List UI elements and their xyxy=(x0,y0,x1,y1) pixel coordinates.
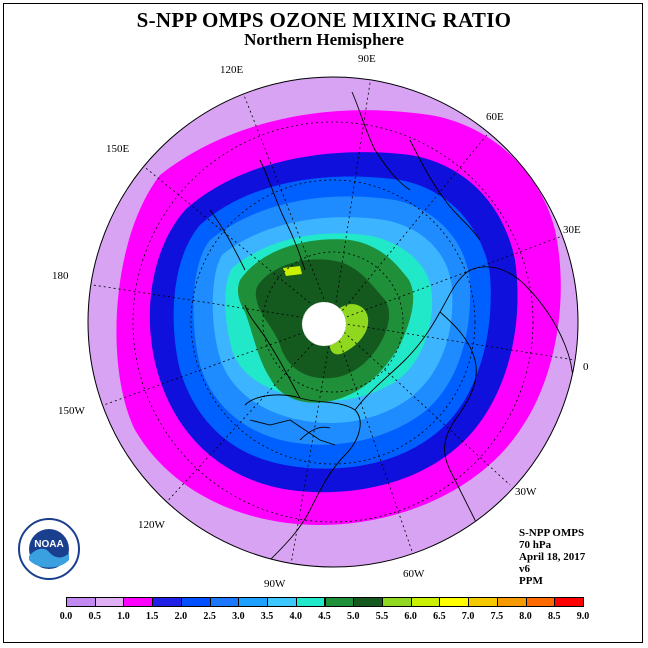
colorbar-swatch xyxy=(152,597,182,607)
colorbar-swatch xyxy=(382,597,412,607)
lon-label-180: 180 xyxy=(52,270,69,282)
colorbar-label: 8.0 xyxy=(519,611,532,622)
info-pressure: 70 hPa xyxy=(519,539,551,551)
lon-label-150e: 150E xyxy=(106,143,130,155)
colorbar-label: 1.0 xyxy=(117,611,130,622)
colorbar-label: 6.0 xyxy=(404,611,417,622)
lon-label-150w: 150W xyxy=(58,405,86,417)
colorbar-label: 4.5 xyxy=(318,611,331,622)
colorbar-label: 3.5 xyxy=(261,611,274,622)
colorbar-swatch xyxy=(238,597,268,607)
lon-label-60e: 60E xyxy=(486,111,504,123)
lon-label-120w: 120W xyxy=(138,519,166,531)
colorbar-label: 7.5 xyxy=(491,611,504,622)
colorbar-swatch xyxy=(66,597,96,607)
colorbar-swatch xyxy=(296,597,326,607)
lon-label-90w: 90W xyxy=(264,578,286,590)
colorbar-swatch xyxy=(554,597,584,607)
colorbar-label: 0.0 xyxy=(60,611,73,622)
noaa-logo: NOAA xyxy=(19,519,79,579)
colorbar-swatch xyxy=(325,597,355,607)
lon-label-30w: 30W xyxy=(515,486,537,498)
colorbar-swatch xyxy=(526,597,556,607)
colorbar-label: 3.0 xyxy=(232,611,245,622)
colorbar-label: 5.0 xyxy=(347,611,360,622)
colorbar-label: 8.5 xyxy=(548,611,561,622)
colorbar-label: 4.0 xyxy=(290,611,303,622)
colorbar-label: 5.5 xyxy=(376,611,389,622)
colorbar-swatch xyxy=(439,597,469,607)
lon-label-0: 0 xyxy=(583,361,589,373)
colorbar-swatch xyxy=(181,597,211,607)
info-instrument: S-NPP OMPS xyxy=(519,527,584,539)
lon-label-60w: 60W xyxy=(403,568,425,580)
colorbar-swatch xyxy=(210,597,240,607)
lon-label-90e: 90E xyxy=(358,53,376,65)
lon-label-120e: 120E xyxy=(220,64,244,76)
info-version: v6 xyxy=(519,563,530,575)
colorbar-label: 1.5 xyxy=(146,611,159,622)
colorbar-label: 7.0 xyxy=(462,611,475,622)
colorbar-swatch xyxy=(468,597,498,607)
colorbar-swatch xyxy=(353,597,383,607)
colorbar-swatch xyxy=(411,597,441,607)
lon-label-30e: 30E xyxy=(563,224,581,236)
info-date: April 18, 2017 xyxy=(519,551,585,563)
colorbar-label: 6.5 xyxy=(433,611,446,622)
info-units: PPM xyxy=(519,575,543,587)
colorbar-label: 2.0 xyxy=(175,611,188,622)
colorbar-label: 9.0 xyxy=(577,611,590,622)
noaa-logo-text: NOAA xyxy=(34,539,63,550)
colorbar-swatch xyxy=(123,597,153,607)
colorbar-swatch xyxy=(497,597,527,607)
colorbar-swatch xyxy=(267,597,297,607)
colorbar-label: 0.5 xyxy=(88,611,101,622)
colorbar-label: 2.5 xyxy=(203,611,216,622)
colorbar-swatch xyxy=(95,597,125,607)
